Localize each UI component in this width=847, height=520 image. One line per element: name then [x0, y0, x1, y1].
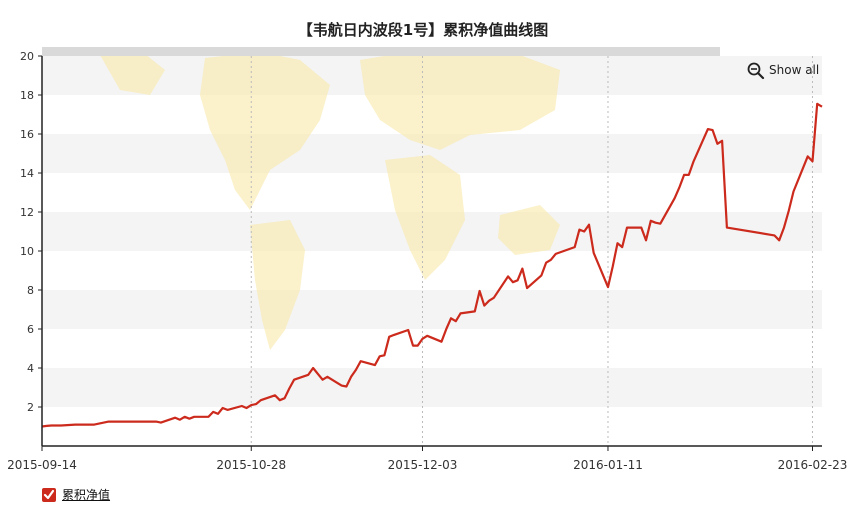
series-line-group	[41, 102, 823, 428]
zoom-out-icon	[747, 62, 765, 80]
legend-label: 累积净值	[62, 488, 111, 502]
grid-band	[42, 290, 822, 329]
y-tick-label: 8	[27, 284, 34, 297]
x-tick-label: 2016-01-11	[573, 458, 643, 472]
x-tick-label: 2015-09-14	[7, 458, 77, 472]
map-continent	[250, 220, 305, 350]
y-tick-label: 14	[20, 167, 34, 180]
y-tick-label: 6	[27, 323, 34, 336]
map-continent	[360, 50, 560, 150]
y-tick-label: 2	[27, 401, 34, 414]
chart-title: 【韦航日内波段1号】累积净值曲线图	[298, 21, 548, 39]
y-tick-label: 4	[27, 362, 34, 375]
legend-item[interactable]: 累积净值	[42, 486, 110, 503]
show-all-label: Show all	[769, 63, 819, 77]
y-tick-labels: 2 4 6 8 10 12 14 16 18 20	[20, 50, 34, 414]
x-tick-labels: 2015-09-14 2015-10-28 2015-12-03 2016-01-11…	[7, 458, 847, 472]
map-continent	[385, 155, 465, 280]
y-tick-label: 20	[20, 50, 34, 63]
y-tick-label: 16	[20, 128, 34, 141]
grid-band	[42, 368, 822, 407]
x-tick-label: 2016-02-23	[778, 458, 847, 472]
y-tick-label: 10	[20, 245, 34, 258]
y-tick-label: 18	[20, 89, 34, 102]
check-icon	[42, 487, 56, 502]
series-line	[41, 102, 823, 428]
show-all-button[interactable]: Show all	[747, 62, 820, 80]
navigator-scrollbar[interactable]	[42, 47, 720, 56]
axes	[38, 55, 822, 451]
y-tick-label: 12	[20, 206, 34, 219]
world-map-watermark	[100, 50, 560, 350]
map-continent	[100, 50, 165, 95]
x-tick-label: 2015-10-28	[216, 458, 286, 472]
x-tick-label: 2015-12-03	[388, 458, 458, 472]
map-continent	[200, 52, 330, 210]
map-continent	[498, 205, 560, 255]
